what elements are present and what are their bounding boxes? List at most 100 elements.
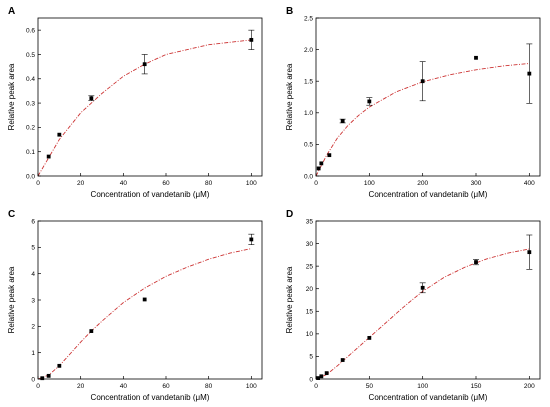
data-point <box>57 363 62 368</box>
x-tick-label: 0 <box>314 383 318 390</box>
y-tick-label: 0.5 <box>26 52 35 59</box>
y-tick-label: 25 <box>306 263 314 270</box>
x-tick-label: 0 <box>314 180 318 187</box>
y-tick-label: 0.0 <box>26 173 35 180</box>
panel-letter: C <box>8 209 15 220</box>
data-point <box>249 237 254 242</box>
x-tick-label: 40 <box>120 383 128 390</box>
data-point <box>57 132 62 137</box>
x-tick-label: 100 <box>246 180 257 187</box>
data-point <box>142 297 147 302</box>
data-point <box>46 154 51 159</box>
panel-d: D 0 50 100 150 200 0 5 10 15 20 25 30 35 Concentrat… <box>285 209 541 402</box>
x-tick-label: 150 <box>471 383 482 390</box>
data-point <box>527 71 532 76</box>
panel-a: A 0 20 40 60 80 100 0.0 0.1 0.2 0.3 0.4 0.5 0.6 Con… <box>7 6 263 199</box>
x-tick-label: 60 <box>162 180 170 187</box>
fit-curve <box>315 63 530 177</box>
y-tick-label: 15 <box>306 309 314 316</box>
panel-letter: A <box>8 6 15 17</box>
plot-frame <box>37 17 263 177</box>
y-tick-label: 4 <box>31 271 35 278</box>
fit-curve <box>37 248 252 380</box>
data-point <box>420 285 425 290</box>
x-tick-label: 100 <box>417 383 428 390</box>
y-tick-label: 0 <box>309 376 313 383</box>
y-tick-label: 5 <box>309 354 313 361</box>
y-tick-label: 0.5 <box>304 142 313 149</box>
y-tick-label: 0.6 <box>26 27 35 34</box>
data-point <box>324 371 329 376</box>
data-point <box>474 55 478 60</box>
y-tick-label: 5 <box>31 245 35 252</box>
x-axis-title: Concentration of vandetanib (μM) <box>369 393 488 402</box>
x-tick-label: 60 <box>162 383 170 390</box>
data-point <box>527 250 532 255</box>
y-tick-label: 10 <box>306 331 314 338</box>
x-tick-label: 400 <box>524 180 535 187</box>
data-point <box>319 161 324 166</box>
y-tick-label: 35 <box>306 218 314 225</box>
y-tick-label: 0.3 <box>26 100 35 107</box>
data-point <box>249 37 254 42</box>
x-tick-label: 80 <box>205 383 213 390</box>
y-axis-title: Relative peak area <box>285 63 294 130</box>
x-axis-title: Concentration of vandetanib (μM) <box>91 393 210 402</box>
x-tick-label: 20 <box>77 180 85 187</box>
data-point <box>319 374 324 379</box>
y-tick-label: 1.0 <box>304 110 313 117</box>
panel-letter: D <box>286 209 293 220</box>
fit-curve <box>37 39 252 177</box>
y-tick-label: 3 <box>31 297 35 304</box>
data-point <box>89 329 94 333</box>
y-tick-label: 6 <box>31 218 35 225</box>
data-point <box>474 260 478 264</box>
panel-b: B 0 100 200 300 400 0.0 0.5 1.0 1.5 2.0 2.5 Conce… <box>285 6 541 199</box>
x-tick-label: 0 <box>36 383 40 390</box>
data-point <box>367 99 372 104</box>
x-tick-label: 200 <box>417 180 428 187</box>
y-axis-title: Relative peak area <box>285 266 294 333</box>
data-point <box>40 376 45 381</box>
y-tick-label: 1 <box>31 350 35 357</box>
y-tick-label: 1.5 <box>304 79 313 86</box>
x-tick-label: 200 <box>524 383 535 390</box>
x-axis-title: Concentration of vandetanib (μM) <box>369 190 488 199</box>
y-axis-title: Relative peak area <box>7 63 16 130</box>
x-tick-label: 50 <box>366 383 374 390</box>
x-axis-title: Concentration of vandetanib (μM) <box>91 190 210 199</box>
x-tick-label: 100 <box>246 383 257 390</box>
plot-frame <box>315 17 541 177</box>
x-tick-label: 300 <box>471 180 482 187</box>
plot-frame <box>315 220 541 380</box>
data-point <box>367 336 372 340</box>
y-tick-label: 0.4 <box>26 76 35 83</box>
data-point <box>46 373 51 378</box>
y-tick-label: 20 <box>306 286 314 293</box>
data-point <box>89 96 94 101</box>
y-tick-label: 30 <box>306 241 314 248</box>
y-tick-label: 2.0 <box>304 47 313 54</box>
x-tick-label: 20 <box>77 383 85 390</box>
x-tick-label: 40 <box>120 180 128 187</box>
data-point <box>327 153 332 158</box>
y-tick-label: 0.1 <box>26 149 35 156</box>
fit-curve <box>315 248 530 380</box>
data-point <box>420 79 425 84</box>
x-tick-label: 0 <box>36 180 40 187</box>
x-tick-label: 100 <box>364 180 375 187</box>
x-tick-label: 80 <box>205 180 213 187</box>
plot-frame <box>37 220 263 380</box>
data-point <box>340 119 345 123</box>
panel-letter: B <box>286 6 293 17</box>
y-tick-label: 0.0 <box>304 173 313 180</box>
y-axis-title: Relative peak area <box>7 266 16 333</box>
data-point <box>142 62 147 67</box>
y-tick-label: 2.5 <box>304 15 313 22</box>
y-tick-label: 0.2 <box>26 125 35 132</box>
data-point <box>316 376 321 380</box>
panel-c: C 0 20 40 60 80 100 0 1 2 3 4 5 6 Concentration of … <box>7 209 263 402</box>
y-tick-label: 0 <box>31 376 35 383</box>
data-point <box>316 166 321 171</box>
